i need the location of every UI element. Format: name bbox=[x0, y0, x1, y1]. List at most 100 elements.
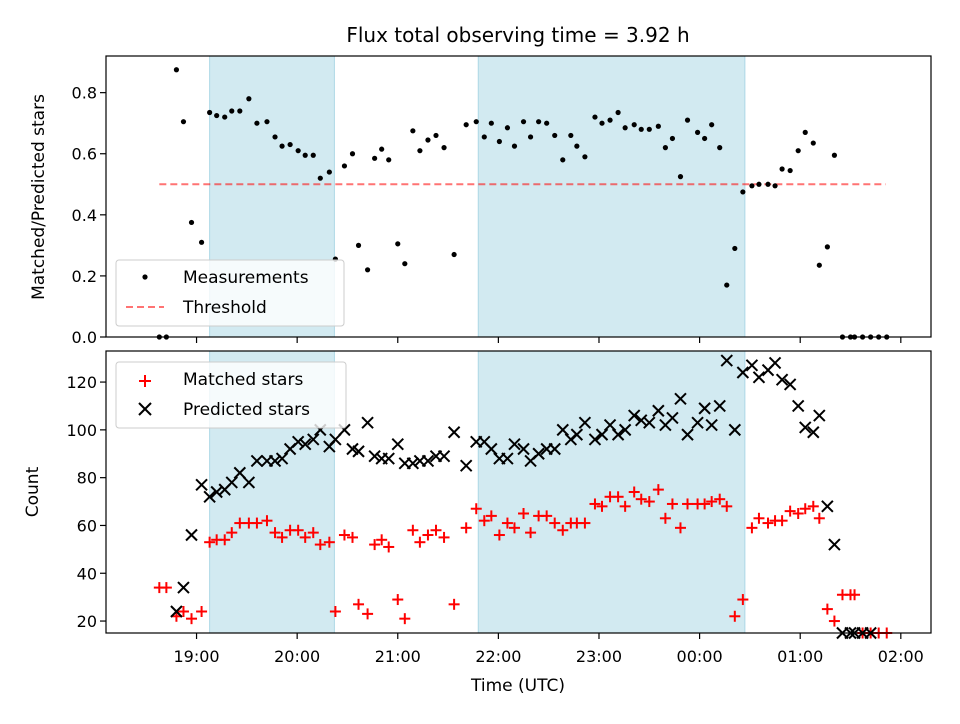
measurement-point bbox=[295, 148, 301, 154]
measurement-point bbox=[582, 154, 588, 160]
measurement-point bbox=[810, 140, 816, 146]
matched-point bbox=[652, 484, 664, 496]
y-tick-label: 0.6 bbox=[72, 145, 97, 164]
predicted-point bbox=[799, 421, 812, 434]
predicted-point bbox=[681, 428, 694, 441]
measurement-point bbox=[662, 145, 668, 151]
measurement-point bbox=[599, 120, 605, 126]
predicted-point bbox=[242, 476, 256, 489]
measurement-point bbox=[795, 148, 801, 154]
measurement-point bbox=[732, 245, 738, 252]
measurement-point bbox=[702, 135, 708, 142]
x-tick-label: 00:00 bbox=[677, 647, 723, 666]
bottom-x-ticks: 19:00 20:00 21:00 22:00 23:00 00:00 01:00 02:00 bbox=[173, 633, 924, 666]
predicted-point bbox=[170, 605, 183, 618]
matched-point bbox=[314, 539, 326, 551]
matched-point bbox=[414, 536, 426, 548]
predicted-point bbox=[813, 409, 826, 422]
predicted-point bbox=[437, 449, 451, 463]
measurement-point bbox=[694, 129, 701, 135]
matched-point bbox=[628, 486, 640, 498]
measurement-point bbox=[749, 183, 755, 189]
predicted-point bbox=[635, 414, 648, 427]
matched-point bbox=[501, 517, 513, 529]
predicted-point bbox=[728, 423, 742, 437]
shaded-interval bbox=[477, 55, 746, 338]
matched-point bbox=[399, 613, 411, 625]
measurement-point bbox=[816, 262, 822, 268]
predicted-point bbox=[361, 416, 374, 429]
matched-point bbox=[470, 503, 482, 515]
matched-point bbox=[828, 615, 840, 627]
predicted-point bbox=[532, 447, 545, 460]
predicted-point bbox=[299, 437, 312, 451]
predicted-point bbox=[195, 478, 208, 492]
matched-point bbox=[226, 527, 238, 539]
y-tick-label: 80 bbox=[77, 469, 97, 488]
predicted-point bbox=[691, 416, 704, 429]
measurement-point bbox=[496, 138, 502, 145]
predicted-point bbox=[821, 500, 834, 513]
matched-point bbox=[485, 510, 497, 522]
measurement-point bbox=[463, 122, 469, 128]
matched-point bbox=[422, 529, 434, 541]
measurement-point bbox=[574, 143, 580, 149]
matched-point bbox=[799, 503, 811, 515]
matched-point bbox=[699, 498, 711, 510]
measurement-point bbox=[552, 132, 558, 139]
predicted-point bbox=[382, 452, 395, 465]
measurement-point bbox=[417, 148, 423, 154]
top-shaded-intervals bbox=[159, 55, 886, 338]
matched-point bbox=[160, 582, 172, 594]
predicted-point bbox=[352, 445, 365, 458]
predicted-point bbox=[627, 409, 641, 422]
measurement-point bbox=[787, 167, 793, 174]
matched-point bbox=[177, 605, 189, 617]
measurement-point bbox=[527, 134, 534, 140]
predicted-point bbox=[177, 581, 190, 594]
matched-point bbox=[261, 515, 273, 527]
measurement-point bbox=[511, 143, 518, 149]
predicted-point bbox=[517, 442, 530, 456]
predicted-point bbox=[713, 399, 726, 413]
measurement-point bbox=[229, 108, 235, 114]
matched-point bbox=[392, 594, 404, 606]
predicted-point bbox=[233, 466, 247, 480]
legend-predicted-label: Predicted stars bbox=[183, 400, 310, 420]
measurement-point bbox=[180, 119, 187, 125]
matched-point bbox=[549, 517, 561, 529]
matched-point bbox=[338, 529, 350, 541]
predicted-point bbox=[603, 418, 617, 432]
measurement-point bbox=[684, 117, 691, 123]
y-tick-label: 60 bbox=[77, 516, 97, 535]
predicted-point bbox=[807, 426, 820, 439]
matched-point bbox=[635, 493, 647, 505]
x-axis-label: Time (UTC) bbox=[470, 676, 565, 696]
predicted-point bbox=[501, 452, 514, 465]
predicted-point bbox=[652, 404, 665, 417]
predicted-point bbox=[291, 435, 305, 449]
measurement-point bbox=[326, 169, 332, 175]
legend-matched-label: Matched stars bbox=[183, 370, 303, 390]
y-tick-label: 0.2 bbox=[72, 267, 97, 286]
y-tick-label: 0.8 bbox=[72, 84, 97, 103]
predicted-point bbox=[828, 538, 841, 551]
matched-point bbox=[821, 603, 833, 615]
y-tick-label: 20 bbox=[77, 612, 97, 631]
measurement-point bbox=[824, 244, 830, 250]
bottom-plot-frame bbox=[105, 350, 932, 634]
predicted-point bbox=[752, 371, 766, 384]
bottom-count-points bbox=[153, 354, 893, 640]
measurement-point bbox=[379, 146, 385, 152]
matched-point bbox=[807, 500, 819, 512]
predicted-point bbox=[210, 485, 223, 499]
matched-point bbox=[376, 534, 388, 546]
matched-point bbox=[714, 493, 726, 505]
measurement-point bbox=[615, 109, 621, 116]
y-tick-label: 0.0 bbox=[72, 328, 97, 347]
measurement-point bbox=[254, 120, 260, 126]
predicted-point bbox=[705, 418, 718, 432]
matched-point bbox=[596, 500, 608, 512]
measurement-point bbox=[198, 239, 205, 245]
matched-point bbox=[329, 605, 341, 617]
